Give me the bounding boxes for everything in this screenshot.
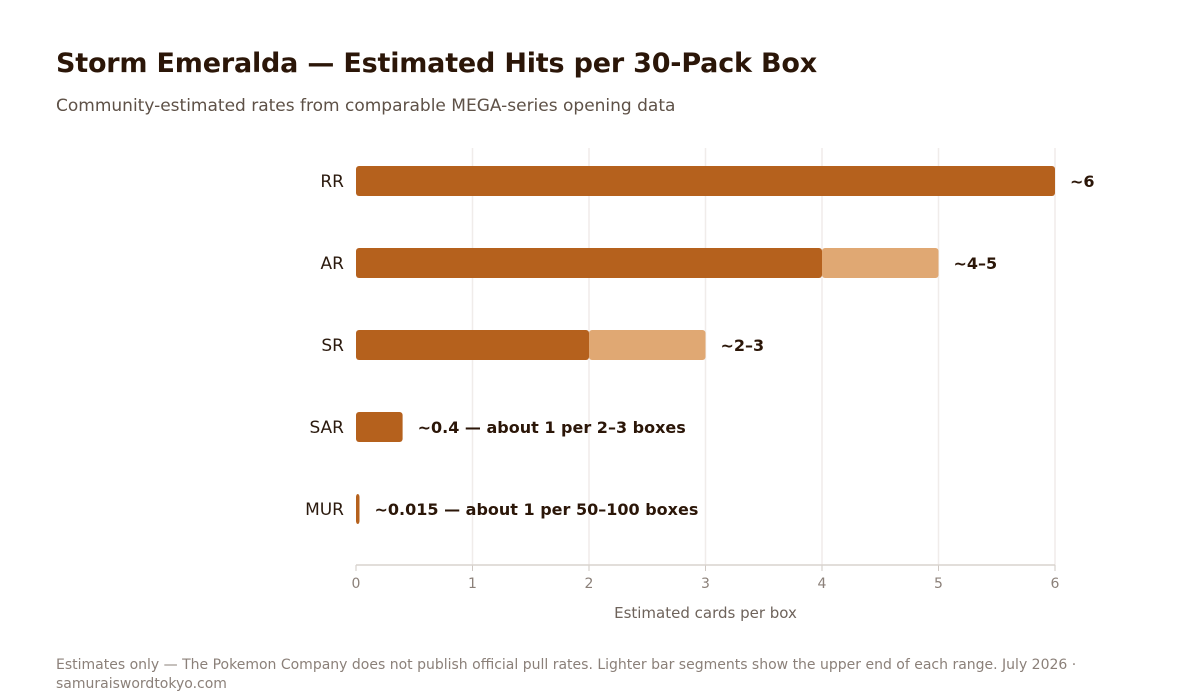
bar-estimate xyxy=(356,248,822,278)
bar-estimate xyxy=(356,494,360,524)
category-label: SAR xyxy=(309,418,344,438)
x-axis-title: Estimated cards per box xyxy=(614,604,797,622)
bar-chart: 0 1 2 3 4 5 6 RR ~6 AR ~4–5 SR ~2–3 SAR ~0.4 — about 1… xyxy=(305,148,1095,622)
category-label: MUR xyxy=(305,500,344,520)
data-label: ~0.015 — about 1 per 50–100 boxes xyxy=(375,500,699,519)
x-tick-label: 2 xyxy=(585,576,594,592)
x-tick-label: 1 xyxy=(468,576,477,592)
chart-subtitle: Community-estimated rates from comparabl… xyxy=(56,96,676,116)
data-label: ~2–3 xyxy=(721,336,765,355)
x-tick-label: 0 xyxy=(352,576,361,592)
chart-title: Storm Emeralda — Estimated Hits per 30-P… xyxy=(56,48,817,79)
bar-estimate xyxy=(356,412,403,442)
category-label: RR xyxy=(320,172,344,192)
bar-estimate xyxy=(356,166,1055,196)
bar-upper-range xyxy=(822,248,939,278)
bars xyxy=(356,166,1055,524)
x-tick-label: 4 xyxy=(818,576,827,592)
x-tick-label: 5 xyxy=(934,576,943,592)
bar-upper-range xyxy=(589,330,706,360)
data-label: ~4–5 xyxy=(954,254,998,273)
data-label: ~6 xyxy=(1070,172,1095,191)
x-tick-label: 6 xyxy=(1051,576,1060,592)
category-label: SR xyxy=(321,336,344,356)
labels: 0 1 2 3 4 5 6 RR ~6 AR ~4–5 SR ~2–3 SAR ~0.4 — about 1… xyxy=(305,172,1094,592)
x-tick-label: 3 xyxy=(701,576,710,592)
data-label: ~0.4 — about 1 per 2–3 boxes xyxy=(418,418,686,437)
bar-estimate xyxy=(356,330,589,360)
category-label: AR xyxy=(321,254,345,274)
footnote: Estimates only — The Pokemon Company doe… xyxy=(56,657,1077,692)
